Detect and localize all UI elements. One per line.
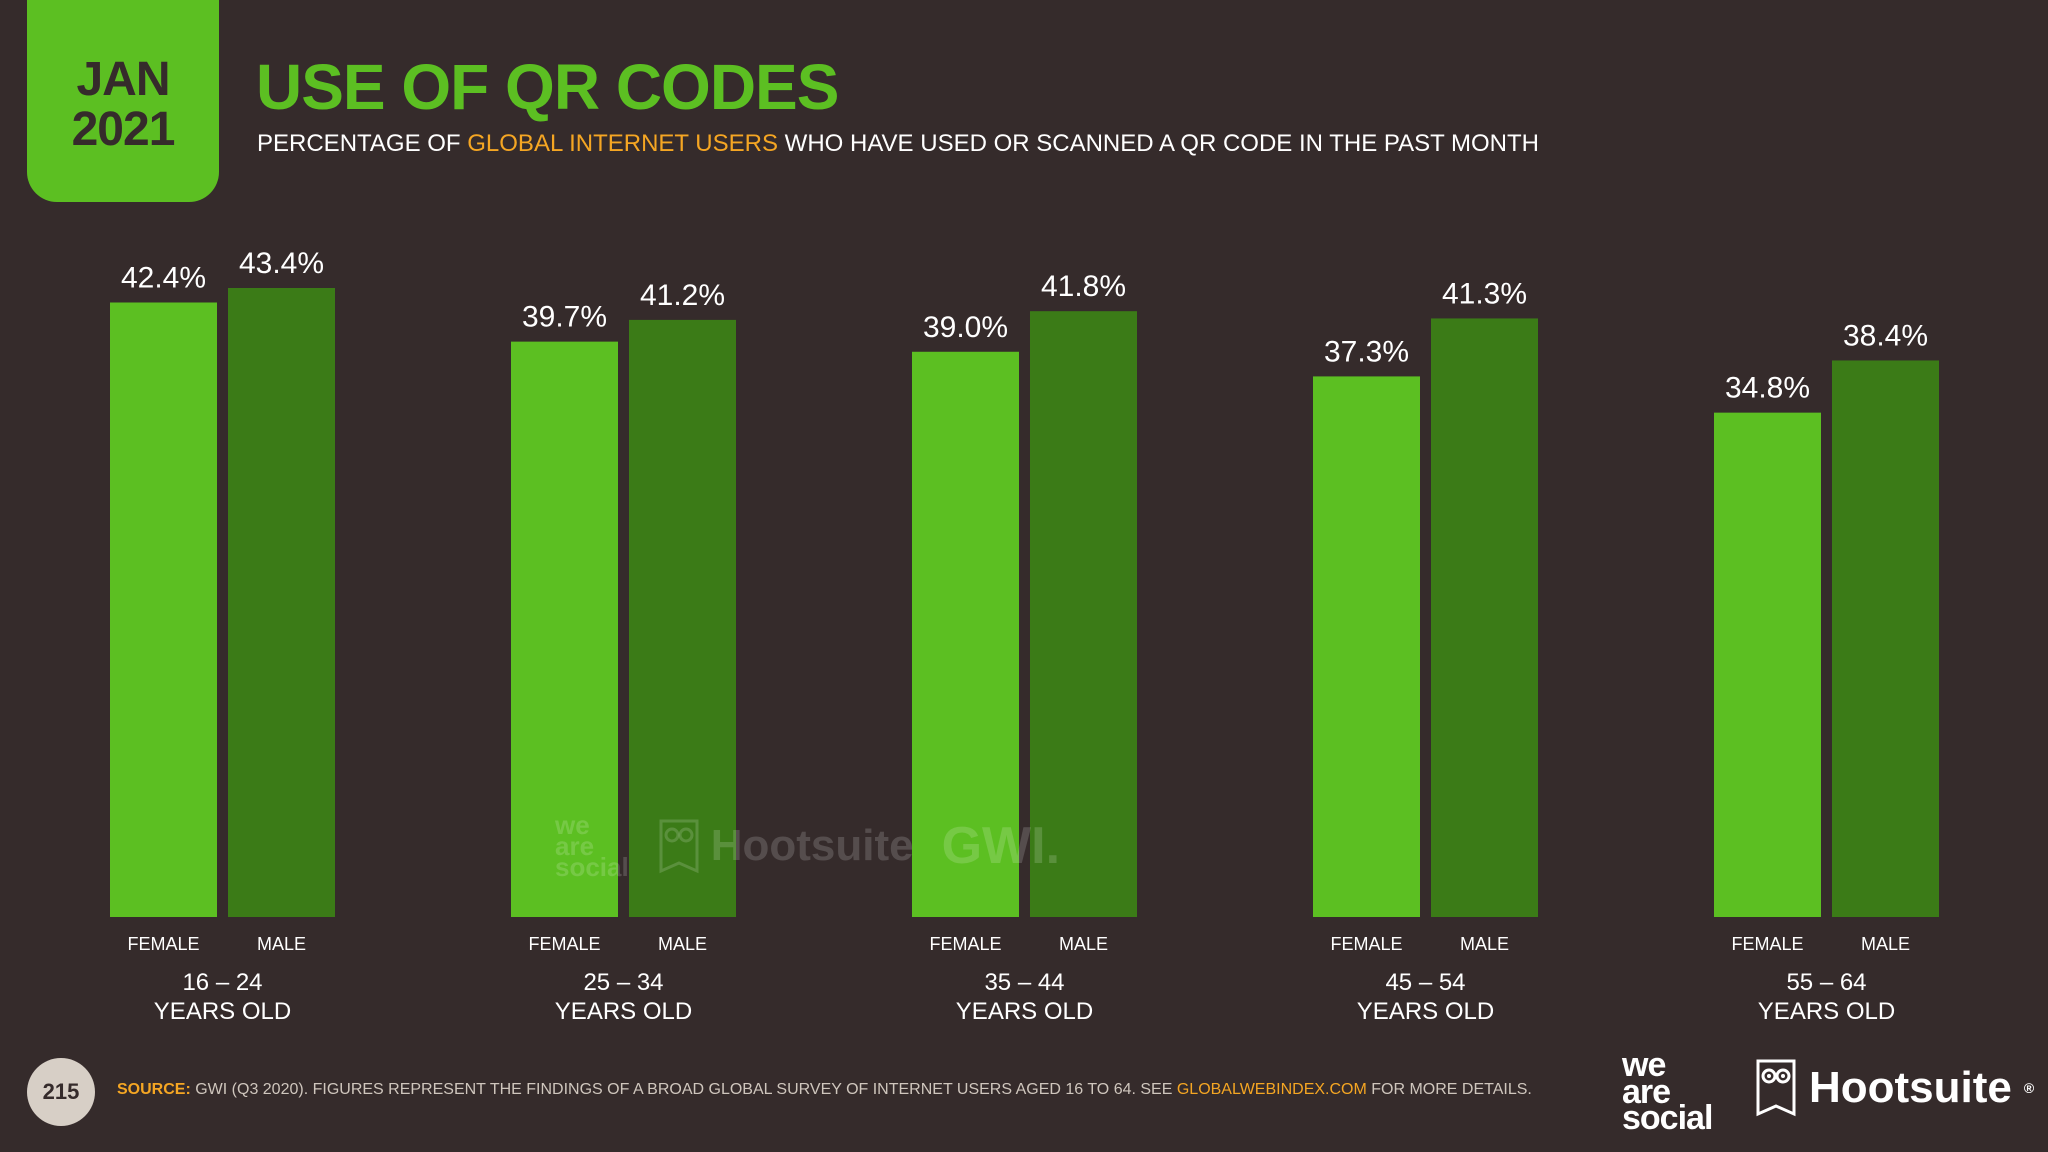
source-label: SOURCE: — [117, 1081, 191, 1098]
page-title: USE OF QR CODES — [256, 51, 839, 123]
page-number: 215 — [27, 1058, 95, 1126]
date-month: JAN — [76, 52, 170, 106]
category-label: 16 – 24 — [182, 969, 262, 996]
was-logo-line2: are — [1622, 1072, 1671, 1111]
category-sublabel: YEARS OLD — [555, 998, 692, 1025]
series-label: MALE — [257, 934, 306, 954]
bar-female — [1313, 376, 1420, 917]
bar-male — [1431, 318, 1538, 917]
series-label: FEMALE — [1731, 934, 1803, 954]
bar-female — [110, 302, 217, 918]
date-badge: JAN 2021 — [27, 0, 219, 202]
data-label: 37.3% — [1324, 335, 1409, 368]
data-label: 41.8% — [1041, 270, 1126, 303]
bar-female — [912, 351, 1019, 917]
data-label: 39.7% — [522, 301, 607, 334]
series-label: FEMALE — [127, 934, 199, 954]
data-label: 39.0% — [923, 311, 1008, 344]
category-sublabel: YEARS OLD — [956, 998, 1093, 1025]
hootsuite-logo: Hootsuite ® — [1755, 1058, 2034, 1118]
series-label: FEMALE — [1330, 934, 1402, 954]
category-sublabel: YEARS OLD — [1357, 998, 1494, 1025]
category-sublabel: YEARS OLD — [1758, 998, 1895, 1025]
we-are-social-logo: we are social — [1622, 1046, 1713, 1138]
subtitle-suffix: WHO HAVE USED OR SCANNED A QR CODE IN TH… — [778, 130, 1539, 157]
source-link[interactable]: GLOBALWEBINDEX.COM — [1176, 1081, 1367, 1098]
data-label: 38.4% — [1843, 319, 1928, 352]
series-label: FEMALE — [929, 934, 1001, 954]
subtitle-prefix: PERCENTAGE OF — [257, 130, 468, 157]
page-subtitle: PERCENTAGE OF GLOBAL INTERNET USERS WHO … — [257, 130, 1539, 158]
bar-female — [511, 341, 618, 918]
registered-mark: ® — [2023, 1080, 2035, 1096]
data-label: 43.4% — [239, 247, 324, 280]
category-label: 25 – 34 — [583, 969, 663, 996]
category-label: 55 – 64 — [1786, 969, 1866, 996]
date-year: 2021 — [71, 103, 176, 156]
category-sublabel: YEARS OLD — [154, 998, 291, 1025]
series-label: FEMALE — [528, 934, 600, 954]
owl-icon — [1756, 1059, 1796, 1117]
bar-male — [629, 319, 736, 918]
source-note: SOURCE: GWI (Q3 2020). FIGURES REPRESENT… — [117, 1081, 1532, 1099]
category-label: 45 – 54 — [1385, 969, 1465, 996]
data-label: 34.8% — [1725, 372, 1810, 405]
series-label: MALE — [658, 934, 707, 954]
data-label: 41.3% — [1442, 277, 1527, 310]
bar-male — [228, 288, 335, 917]
source-text: GWI (Q3 2020). FIGURES REPRESENT THE FIN… — [190, 1081, 1177, 1098]
source-end: FOR MORE DETAILS. — [1366, 1081, 1532, 1098]
subtitle-highlight: GLOBAL INTERNET USERS — [467, 130, 778, 157]
bar-female — [1714, 412, 1821, 917]
series-label: MALE — [1059, 934, 1108, 954]
was-logo-line3: social — [1622, 1099, 1713, 1138]
series-label: MALE — [1460, 934, 1509, 954]
data-label: 41.2% — [640, 279, 725, 312]
was-logo-line1: we — [1622, 1046, 1666, 1084]
data-label: 42.4% — [121, 261, 206, 294]
bar-male — [1832, 360, 1939, 917]
bar-male — [1030, 311, 1137, 917]
category-label: 35 – 44 — [984, 969, 1064, 996]
series-label: MALE — [1861, 934, 1910, 954]
hootsuite-logo-text: Hootsuite — [1809, 1063, 2012, 1112]
